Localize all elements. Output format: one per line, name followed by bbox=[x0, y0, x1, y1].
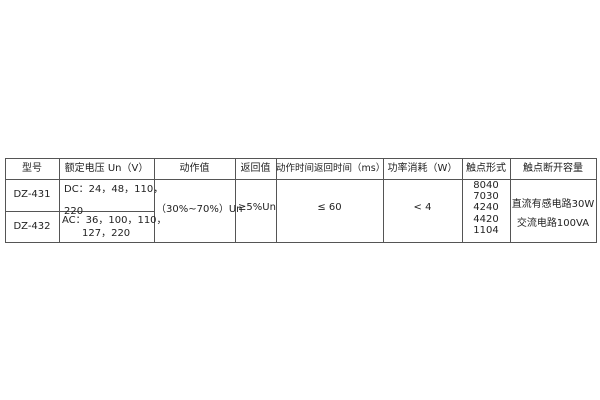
row-divider bbox=[5, 211, 154, 212]
header-return-value: 返回值 bbox=[240, 163, 271, 174]
col-border bbox=[383, 158, 384, 243]
col-border bbox=[59, 158, 60, 243]
contact-type: 7030 bbox=[473, 191, 499, 203]
voltage-cell-line1: DC：24，48，110， bbox=[64, 184, 164, 195]
header-capacity: 触点断开容量 bbox=[523, 163, 583, 174]
time-cell: ≤ 60 bbox=[317, 202, 342, 213]
col-border bbox=[596, 158, 597, 243]
table-border-bottom bbox=[5, 242, 597, 243]
col-border bbox=[510, 158, 511, 243]
contacts-cell: 8040 7030 4240 4420 1104 bbox=[462, 180, 510, 236]
return-value-cell: ≥5%Un bbox=[238, 202, 276, 213]
header-divider bbox=[5, 179, 597, 180]
voltage-cell-line1: AC：36，100，110， bbox=[62, 215, 167, 226]
header-action-value: 动作值 bbox=[179, 163, 210, 174]
contact-type: 8040 bbox=[473, 180, 499, 191]
col-border bbox=[5, 158, 6, 243]
contact-type: 4420 bbox=[473, 213, 499, 225]
contact-type: 1104 bbox=[473, 224, 499, 236]
col-border bbox=[276, 158, 277, 243]
col-border bbox=[462, 158, 463, 243]
col-border bbox=[154, 158, 155, 243]
header-power: 功率消耗（W） bbox=[387, 163, 458, 174]
voltage-cell-line2: 220 bbox=[64, 206, 84, 217]
capacity-ac: 交流电路100VA bbox=[516, 218, 590, 229]
header-time: 动作时间返回时间（ms） bbox=[276, 163, 386, 174]
model-cell: DZ-432 bbox=[13, 221, 51, 232]
contact-type: 4240 bbox=[473, 202, 499, 214]
power-cell: < 4 bbox=[413, 202, 432, 213]
table-border-top bbox=[5, 158, 597, 159]
header-model: 型号 bbox=[22, 163, 42, 174]
header-voltage: 额定电压 Un（V） bbox=[64, 163, 149, 174]
header-contacts: 触点形式 bbox=[466, 163, 506, 174]
voltage-cell-line2: 127，220 bbox=[82, 228, 131, 239]
model-cell: DZ-431 bbox=[13, 189, 51, 200]
action-value-cell: （30%~70%）Un bbox=[156, 204, 243, 215]
capacity-dc: 直流有感电路30W bbox=[511, 199, 595, 210]
col-border bbox=[235, 158, 236, 243]
